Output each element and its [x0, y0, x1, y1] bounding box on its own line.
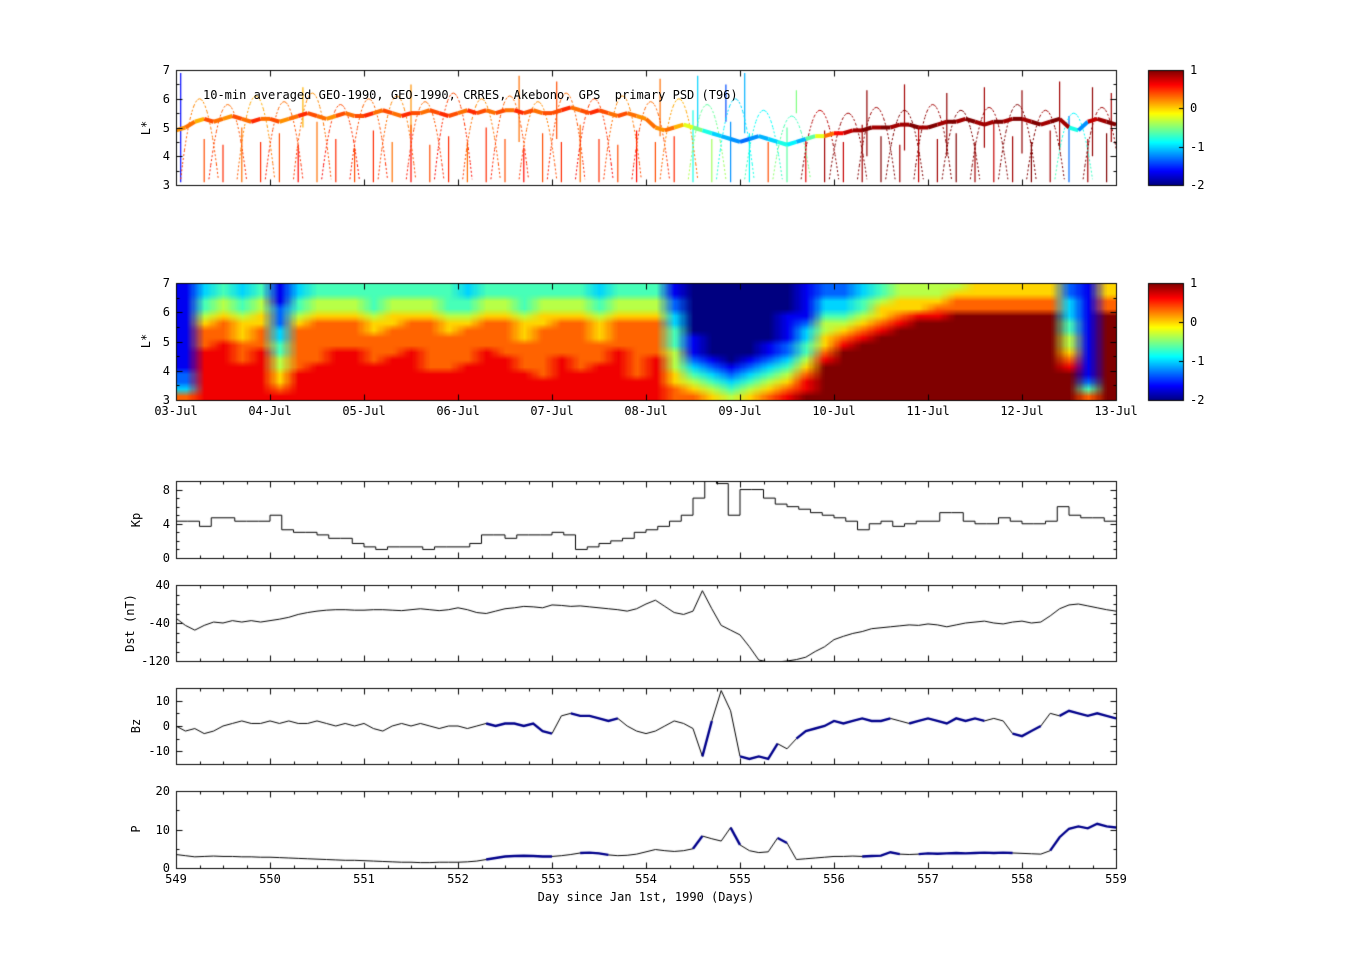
- x-axis-tick: 558: [1011, 872, 1033, 886]
- dst-ytick: -120: [141, 654, 170, 668]
- panel2-ytick: 3: [162, 393, 170, 407]
- colorbar2-tick: 0: [1190, 315, 1198, 329]
- panel2-ytick: 5: [162, 334, 170, 349]
- dst-ytick: -40: [148, 616, 170, 630]
- panel2-xtick: 08-Jul: [624, 404, 668, 418]
- p-ytick: 10: [155, 822, 170, 837]
- panel2-ytick: 4: [162, 363, 170, 378]
- panel2-xtick: 11-Jul: [906, 404, 950, 418]
- panel2-ylabel: L*: [139, 333, 153, 349]
- panel1-title: 10-min averaged GEO-1990, GEO-1990, CRRE…: [203, 88, 738, 102]
- p-ytick: 0: [162, 861, 170, 875]
- panel1-ytick: 7: [162, 63, 170, 77]
- panel2-ytick: 6: [162, 305, 170, 320]
- dst-ylabel: Dst (nT): [123, 594, 137, 652]
- dst-ytick: 40: [155, 578, 170, 592]
- panel2-xtick: 12-Jul: [1000, 404, 1044, 418]
- x-axis-tick: 554: [635, 872, 657, 886]
- bz-ytick: 10: [155, 693, 170, 708]
- colorbar2-tick: -1: [1190, 354, 1205, 368]
- colorbar2-tick: -2: [1190, 393, 1205, 407]
- panel2-xtick: 06-Jul: [436, 404, 480, 418]
- panel2-xtick: 09-Jul: [718, 404, 762, 418]
- colorbar1-tick: -2: [1190, 178, 1205, 192]
- panel2-xtick: 03-Jul: [154, 404, 198, 418]
- x-axis-tick: 556: [823, 872, 845, 886]
- panel2-xtick: 04-Jul: [248, 404, 292, 418]
- x-axis-tick: 550: [259, 872, 281, 886]
- bz-ylabel: Bz: [129, 718, 143, 734]
- x-axis-tick: 555: [729, 872, 751, 886]
- xaxis-label: Day since Jan 1st, 1990 (Days): [537, 890, 755, 904]
- kp-ytick: 0: [162, 551, 170, 565]
- panel2-xtick: 10-Jul: [812, 404, 856, 418]
- panel2-xtick: 13-Jul: [1094, 404, 1138, 418]
- panel1-ytick: 4: [162, 149, 170, 164]
- colorbar1-tick: 1: [1190, 63, 1198, 77]
- kp-ylabel: Kp: [129, 512, 143, 528]
- colorbar1-tick: 0: [1190, 101, 1198, 116]
- panel2-xtick: 05-Jul: [342, 404, 386, 418]
- x-axis-tick: 557: [917, 872, 939, 886]
- panel1-ytick: 5: [162, 120, 170, 135]
- colorbar2-tick: 1: [1190, 276, 1198, 290]
- colorbar1-tick: -1: [1190, 139, 1205, 154]
- x-axis-tick: 551: [353, 872, 375, 886]
- bz-ytick: 0: [162, 719, 170, 733]
- x-axis-tick: 559: [1105, 872, 1127, 886]
- panel1-ytick: 6: [162, 91, 170, 106]
- panel2-ytick: 7: [162, 276, 170, 290]
- panel1-ytick: 3: [162, 178, 170, 192]
- panel1-ylabel: L*: [139, 120, 153, 136]
- kp-ytick: 8: [162, 482, 170, 497]
- x-axis-tick: 549: [165, 872, 187, 886]
- x-axis-tick: 552: [447, 872, 469, 886]
- panel2-xtick: 07-Jul: [530, 404, 574, 418]
- p-ytick: 20: [155, 784, 170, 798]
- kp-ytick: 4: [162, 516, 170, 531]
- x-axis-tick: 553: [541, 872, 563, 886]
- bz-ytick: -10: [148, 744, 170, 759]
- p-ylabel: P: [129, 825, 143, 833]
